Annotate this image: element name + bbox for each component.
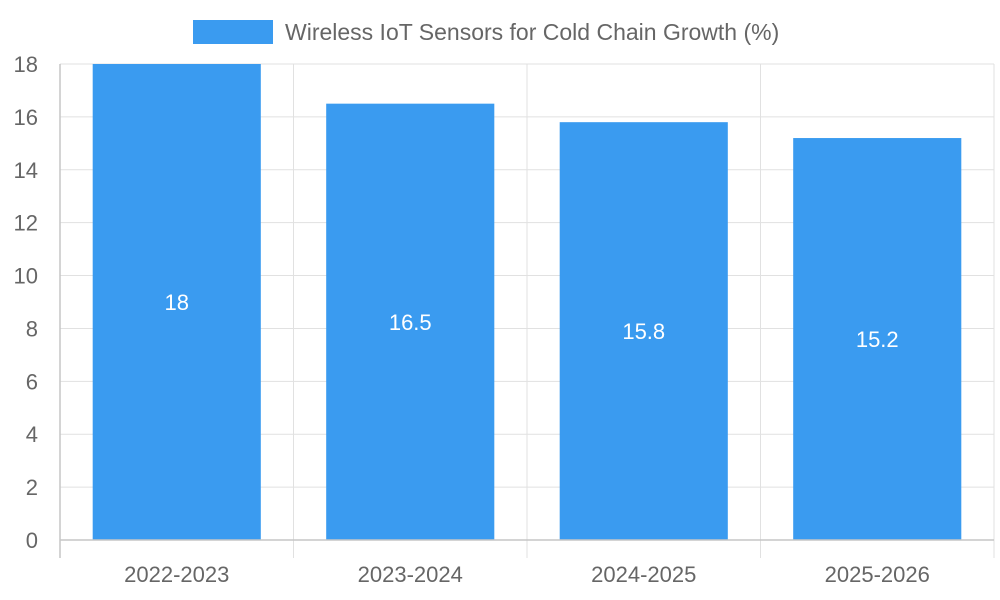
x-axis-ticks: 2022-2023 2023-2024 2024-2025 2025-2026	[124, 562, 930, 587]
axes	[59, 64, 994, 558]
legend-swatch	[193, 20, 273, 44]
y-tick-label: 8	[26, 316, 38, 341]
bar-2024-2025[interactable]	[559, 122, 728, 540]
y-tick-label: 10	[14, 264, 38, 289]
y-tick-label: 2	[26, 475, 38, 500]
y-axis-ticks: 0 2 4 6 8 10 12 14 16 18	[14, 52, 38, 553]
y-tick-label: 16	[14, 105, 38, 130]
data-labels: 18 16.5 15.8 15.2	[165, 290, 899, 352]
x-tick-label: 2025-2026	[825, 562, 930, 587]
bar-2023-2024[interactable]	[326, 103, 495, 541]
x-tick-label: 2023-2024	[358, 562, 463, 587]
y-tick-label: 6	[26, 369, 38, 394]
data-label: 16.5	[389, 310, 432, 335]
y-tick-label: 14	[14, 158, 38, 183]
legend[interactable]: Wireless IoT Sensors for Cold Chain Grow…	[193, 19, 779, 45]
x-tick-label: 2024-2025	[591, 562, 696, 587]
data-label: 15.8	[622, 319, 665, 344]
y-tick-label: 0	[26, 528, 38, 553]
bars	[92, 64, 962, 541]
bar-2022-2023[interactable]	[92, 64, 261, 540]
legend-label: Wireless IoT Sensors for Cold Chain Grow…	[285, 19, 779, 45]
y-tick-label: 18	[14, 52, 38, 77]
bar-2025-2026[interactable]	[793, 138, 962, 541]
x-tick-label: 2022-2023	[124, 562, 229, 587]
y-tick-label: 12	[14, 211, 38, 236]
y-tick-label: 4	[26, 422, 38, 447]
data-label: 18	[165, 290, 189, 315]
data-label: 15.2	[856, 327, 899, 352]
